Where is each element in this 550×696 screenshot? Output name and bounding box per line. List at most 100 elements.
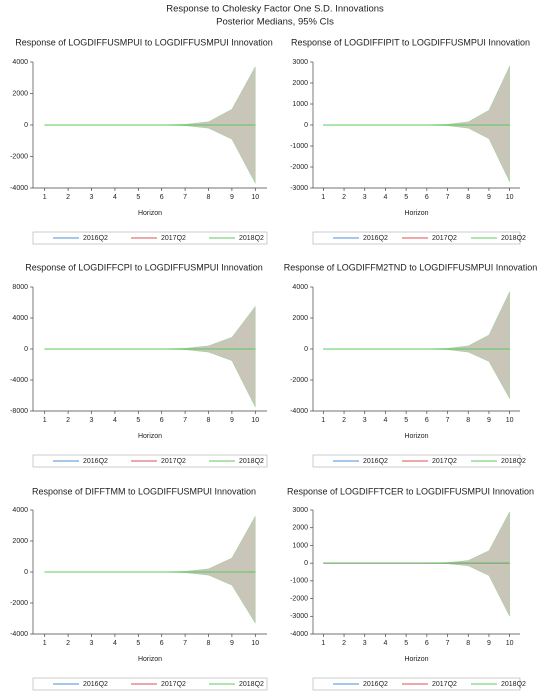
x-tick-label: 2 xyxy=(66,640,70,647)
confidence-band xyxy=(323,291,510,400)
x-tick-label: 5 xyxy=(404,417,408,424)
y-tick-label: 2000 xyxy=(292,80,308,87)
panel-title: Response of DIFFTMM to LOGDIFFUSMPUI Inn… xyxy=(32,486,256,496)
y-tick-label: 3000 xyxy=(292,507,308,514)
x-tick-label: 1 xyxy=(321,640,325,647)
x-tick-label: 9 xyxy=(487,417,491,424)
x-tick-label: 3 xyxy=(363,417,367,424)
y-tick-label: -1000 xyxy=(290,143,308,150)
legend-label: 2016Q2 xyxy=(363,458,388,465)
x-axis-label: Horizon xyxy=(404,433,428,440)
panel-title: Response of LOGDIFFUSMPUI to LOGDIFFUSMP… xyxy=(15,37,273,47)
x-axis-label: Horizon xyxy=(138,210,162,217)
y-tick-label: 0 xyxy=(24,346,28,353)
x-tick-label: 2 xyxy=(342,640,346,647)
x-tick-label: 7 xyxy=(446,417,450,424)
y-tick-label: 0 xyxy=(304,346,308,353)
x-tick-label: 6 xyxy=(160,417,164,424)
x-tick-label: 3 xyxy=(90,194,94,201)
x-tick-label: 2 xyxy=(342,417,346,424)
legend-label: 2016Q2 xyxy=(83,681,108,688)
legend-label: 2017Q2 xyxy=(161,458,186,465)
x-tick-label: 1 xyxy=(321,194,325,201)
panel-title: Response of LOGDIFFTCER to LOGDIFFUSMPUI… xyxy=(287,486,534,496)
figure-title: Response to Cholesky Factor One S.D. Inn… xyxy=(166,4,384,15)
x-tick-label: 2 xyxy=(66,194,70,201)
confidence-band xyxy=(44,305,256,408)
y-tick-label: 2000 xyxy=(292,525,308,532)
x-tick-label: 8 xyxy=(466,640,470,647)
x-tick-label: 7 xyxy=(183,640,187,647)
y-tick-label: 1000 xyxy=(292,101,308,108)
panel-title: Response of LOGDIFFM2TND to LOGDIFFUSMPU… xyxy=(284,262,538,272)
x-axis-label: Horizon xyxy=(404,210,428,217)
x-tick-label: 4 xyxy=(113,640,117,647)
x-tick-label: 10 xyxy=(251,194,259,201)
x-tick-label: 3 xyxy=(363,640,367,647)
y-tick-label: 0 xyxy=(304,560,308,567)
y-tick-label: -1000 xyxy=(290,578,308,585)
x-tick-label: 1 xyxy=(321,417,325,424)
x-tick-label: 3 xyxy=(363,194,367,201)
y-tick-label: -2000 xyxy=(290,164,308,171)
y-tick-label: 0 xyxy=(24,122,28,129)
x-tick-label: 9 xyxy=(487,194,491,201)
y-tick-label: 4000 xyxy=(12,59,28,66)
x-axis-label: Horizon xyxy=(404,656,428,663)
x-tick-label: 7 xyxy=(446,640,450,647)
y-tick-label: -2000 xyxy=(290,595,308,602)
legend-label: 2016Q2 xyxy=(363,681,388,688)
legend-label: 2016Q2 xyxy=(363,235,388,242)
y-tick-label: 4000 xyxy=(292,284,308,291)
x-tick-label: 7 xyxy=(183,194,187,201)
legend-label: 2017Q2 xyxy=(161,235,186,242)
y-tick-label: -4000 xyxy=(290,631,308,638)
y-tick-label: 8000 xyxy=(12,284,28,291)
x-tick-label: 8 xyxy=(207,417,211,424)
y-tick-label: 0 xyxy=(24,569,28,576)
y-tick-label: -2000 xyxy=(10,153,28,160)
x-tick-label: 6 xyxy=(160,640,164,647)
x-tick-label: 6 xyxy=(425,417,429,424)
legend-label: 2016Q2 xyxy=(83,235,108,242)
y-tick-label: -2000 xyxy=(10,600,28,607)
x-tick-label: 8 xyxy=(466,417,470,424)
y-tick-label: -8000 xyxy=(10,408,28,415)
y-tick-label: 2000 xyxy=(12,538,28,545)
x-tick-label: 6 xyxy=(425,640,429,647)
x-tick-label: 5 xyxy=(136,640,140,647)
x-tick-label: 7 xyxy=(183,417,187,424)
x-tick-label: 8 xyxy=(207,640,211,647)
x-tick-label: 10 xyxy=(506,417,514,424)
x-tick-label: 5 xyxy=(404,640,408,647)
y-tick-label: -3000 xyxy=(290,185,308,192)
legend-label: 2018Q2 xyxy=(501,235,526,242)
x-tick-label: 2 xyxy=(66,417,70,424)
legend-label: 2017Q2 xyxy=(161,681,186,688)
x-tick-label: 5 xyxy=(404,194,408,201)
legend-label: 2017Q2 xyxy=(432,681,457,688)
x-tick-label: 5 xyxy=(136,194,140,201)
y-tick-label: 2000 xyxy=(292,315,308,322)
x-axis-label: Horizon xyxy=(138,656,162,663)
x-tick-label: 8 xyxy=(207,194,211,201)
x-tick-label: 4 xyxy=(383,417,387,424)
x-tick-label: 5 xyxy=(136,417,140,424)
legend-label: 2018Q2 xyxy=(239,235,264,242)
x-tick-label: 9 xyxy=(230,194,234,201)
x-tick-label: 4 xyxy=(383,194,387,201)
legend-label: 2018Q2 xyxy=(501,458,526,465)
x-tick-label: 7 xyxy=(446,194,450,201)
panel-title: Response of LOGDIFFCPI to LOGDIFFUSMPUI … xyxy=(25,262,263,272)
x-tick-label: 9 xyxy=(487,640,491,647)
x-tick-label: 1 xyxy=(43,417,47,424)
y-tick-label: 0 xyxy=(304,122,308,129)
confidence-band xyxy=(44,515,256,625)
y-tick-label: -4000 xyxy=(290,408,308,415)
y-tick-label: -4000 xyxy=(10,631,28,638)
x-tick-label: 6 xyxy=(425,194,429,201)
legend-label: 2018Q2 xyxy=(501,681,526,688)
x-tick-label: 9 xyxy=(230,417,234,424)
figure-subtitle: Posterior Medians, 95% CIs xyxy=(216,17,334,28)
x-tick-label: 10 xyxy=(251,640,259,647)
